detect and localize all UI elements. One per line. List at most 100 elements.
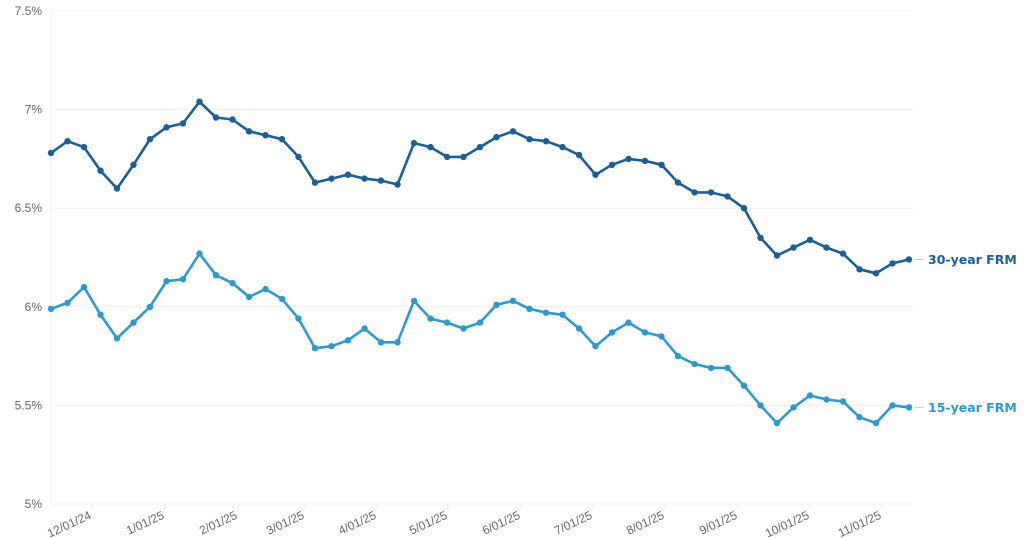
data-point[interactable]: [608, 161, 616, 168]
data-point[interactable]: [278, 136, 286, 143]
data-point[interactable]: [377, 339, 385, 346]
data-point[interactable]: [509, 128, 517, 135]
data-point[interactable]: [575, 325, 583, 332]
data-point[interactable]: [146, 136, 154, 143]
data-point[interactable]: [542, 309, 550, 316]
data-point[interactable]: [641, 157, 649, 165]
data-point[interactable]: [311, 345, 319, 352]
data-point[interactable]: [856, 266, 863, 273]
data-point[interactable]: [559, 311, 566, 318]
data-point[interactable]: [427, 143, 434, 151]
data-point[interactable]: [691, 189, 698, 196]
data-point[interactable]: [97, 311, 104, 318]
data-point[interactable]: [64, 299, 71, 307]
data-point[interactable]: [212, 114, 220, 121]
data-point[interactable]: [394, 181, 401, 188]
data-point[interactable]: [823, 244, 830, 251]
data-point[interactable]: [658, 333, 665, 340]
data-point[interactable]: [674, 179, 682, 186]
data-point[interactable]: [872, 419, 880, 427]
data-point[interactable]: [806, 236, 814, 243]
data-point[interactable]: [179, 120, 187, 127]
data-point[interactable]: [311, 179, 319, 186]
data-point[interactable]: [212, 272, 220, 279]
data-point[interactable]: [460, 153, 467, 161]
data-point[interactable]: [674, 352, 682, 360]
data-point[interactable]: [163, 278, 170, 285]
data-point[interactable]: [509, 297, 517, 305]
data-point[interactable]: [113, 185, 121, 192]
data-point[interactable]: [410, 297, 418, 305]
data-point[interactable]: [707, 364, 715, 372]
data-point[interactable]: [526, 305, 533, 312]
data-point[interactable]: [262, 285, 269, 293]
data-point[interactable]: [460, 325, 467, 332]
data-point[interactable]: [394, 339, 401, 346]
data-point[interactable]: [559, 143, 566, 151]
data-point[interactable]: [658, 161, 665, 168]
data-point[interactable]: [229, 116, 236, 123]
data-point[interactable]: [262, 132, 269, 139]
data-point[interactable]: [889, 402, 896, 409]
data-point[interactable]: [839, 250, 847, 257]
data-point[interactable]: [163, 124, 170, 131]
data-point[interactable]: [905, 404, 913, 411]
data-point[interactable]: [443, 153, 451, 161]
data-point[interactable]: [905, 256, 913, 263]
data-point[interactable]: [196, 250, 203, 257]
data-point[interactable]: [328, 343, 335, 350]
data-point[interactable]: [443, 319, 451, 326]
data-point[interactable]: [47, 305, 55, 312]
data-point[interactable]: [625, 155, 632, 163]
data-point[interactable]: [344, 337, 352, 344]
data-point[interactable]: [575, 151, 583, 159]
data-point[interactable]: [691, 360, 698, 368]
data-point[interactable]: [113, 335, 121, 342]
data-point[interactable]: [245, 128, 253, 135]
data-point[interactable]: [542, 138, 550, 145]
data-point[interactable]: [476, 319, 484, 326]
data-point[interactable]: [278, 295, 286, 303]
data-point[interactable]: [328, 175, 335, 182]
data-point[interactable]: [790, 244, 797, 251]
data-point[interactable]: [80, 283, 88, 291]
data-point[interactable]: [773, 419, 781, 427]
data-point[interactable]: [889, 260, 896, 267]
data-point[interactable]: [295, 153, 302, 161]
data-point[interactable]: [823, 396, 830, 403]
data-point[interactable]: [592, 171, 599, 178]
data-point[interactable]: [476, 143, 484, 151]
data-point[interactable]: [493, 134, 500, 141]
data-point[interactable]: [625, 319, 632, 326]
data-point[interactable]: [724, 364, 731, 372]
data-point[interactable]: [245, 293, 253, 301]
data-point[interactable]: [410, 139, 418, 147]
data-point[interactable]: [740, 205, 748, 212]
data-point[interactable]: [724, 193, 731, 200]
data-point[interactable]: [773, 252, 781, 259]
data-point[interactable]: [493, 301, 500, 308]
data-point[interactable]: [872, 270, 880, 277]
data-point[interactable]: [97, 167, 104, 174]
data-point[interactable]: [361, 325, 368, 332]
data-point[interactable]: [839, 398, 847, 405]
data-point[interactable]: [361, 175, 368, 182]
data-point[interactable]: [229, 279, 236, 287]
data-point[interactable]: [146, 303, 154, 310]
data-point[interactable]: [377, 177, 385, 184]
data-point[interactable]: [526, 136, 533, 143]
data-point[interactable]: [757, 402, 764, 409]
data-point[interactable]: [130, 319, 137, 326]
data-point[interactable]: [179, 276, 187, 283]
data-point[interactable]: [790, 404, 797, 411]
data-point[interactable]: [707, 189, 715, 196]
data-point[interactable]: [196, 98, 203, 105]
data-point[interactable]: [427, 315, 434, 322]
data-point[interactable]: [740, 382, 748, 389]
data-point[interactable]: [344, 171, 352, 178]
data-point[interactable]: [641, 329, 649, 336]
data-point[interactable]: [856, 414, 863, 421]
data-point[interactable]: [806, 392, 814, 399]
data-point[interactable]: [80, 143, 88, 151]
data-point[interactable]: [64, 138, 71, 145]
